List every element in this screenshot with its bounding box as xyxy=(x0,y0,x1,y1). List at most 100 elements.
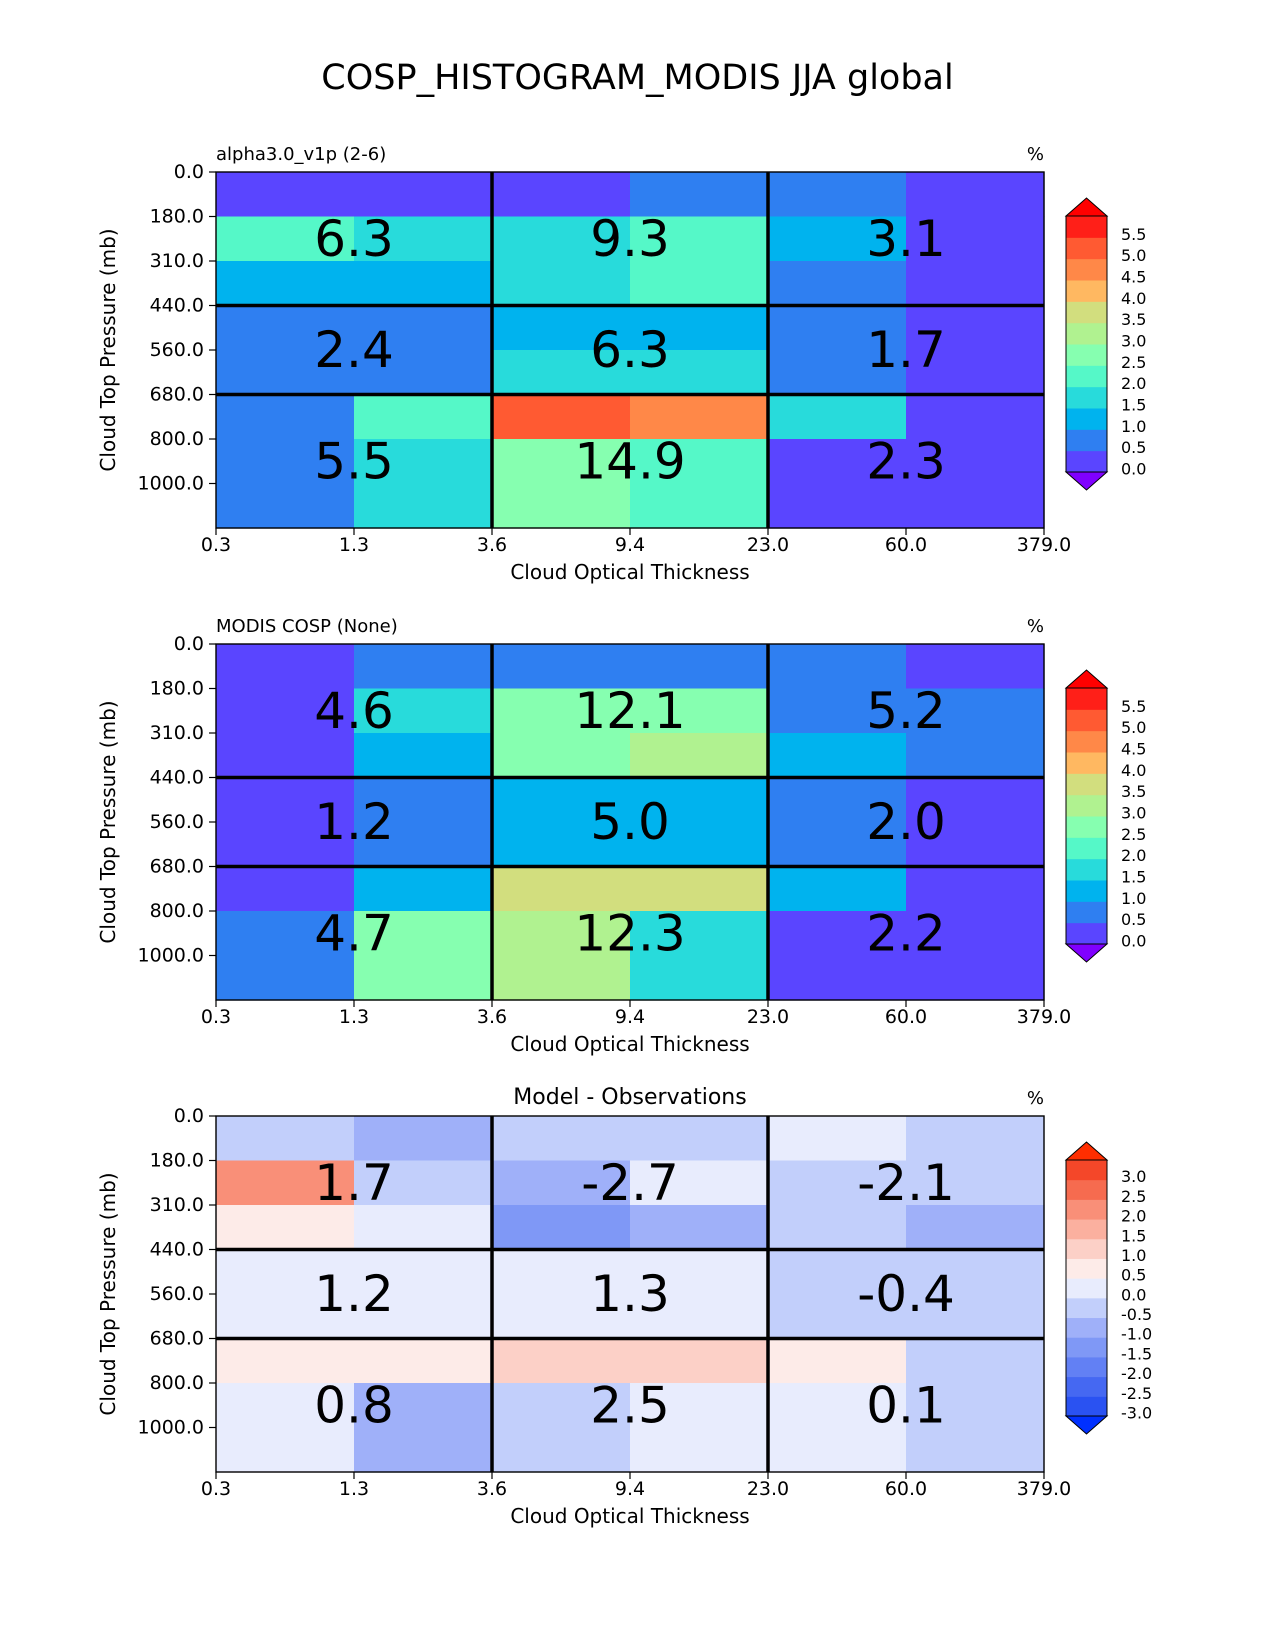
colorbar-segment xyxy=(1066,280,1107,302)
heatmap-cell xyxy=(492,688,631,734)
x-tick-label: 0.3 xyxy=(201,1478,231,1500)
colorbar-segment xyxy=(1066,1199,1107,1220)
block-total-label: 1.7 xyxy=(866,321,946,379)
heatmap-cell xyxy=(906,866,1045,912)
y-tick-label: 440.0 xyxy=(150,1239,204,1261)
colorbar-segment xyxy=(1066,1160,1107,1181)
heatmap-cell xyxy=(354,1116,493,1162)
heatmap-cell xyxy=(492,866,631,912)
block-total-label: 1.7 xyxy=(314,1154,394,1212)
heatmap-cell xyxy=(216,1294,355,1340)
y-tick-label: 180.0 xyxy=(150,206,204,228)
colorbar-tick-label: -1.0 xyxy=(1121,1325,1152,1344)
colorbar-tick-label: 1.0 xyxy=(1121,1246,1146,1265)
block-total-label: 12.3 xyxy=(574,904,685,962)
heatmap-cell xyxy=(492,216,631,262)
panel-title: Model - Observations xyxy=(513,1085,746,1110)
x-tick-label: 379.0 xyxy=(1017,1006,1071,1028)
x-axis-label: Cloud Optical Thickness xyxy=(510,1032,749,1056)
heatmap-cell xyxy=(906,1383,1045,1473)
x-tick-label: 379.0 xyxy=(1017,1478,1071,1500)
heatmap-cell xyxy=(768,1294,907,1340)
heatmap-cell xyxy=(354,1205,493,1251)
heatmap-cell xyxy=(906,911,1045,1001)
colorbar-segment xyxy=(1066,730,1107,753)
colorbar-tick-label: 2.0 xyxy=(1121,1207,1146,1226)
heatmap-cell xyxy=(216,777,355,823)
x-tick-label: 3.6 xyxy=(477,1006,507,1028)
colorbar-tick-label: 4.5 xyxy=(1121,740,1146,759)
y-tick-label: 1000.0 xyxy=(138,1417,204,1439)
y-axis-label: Cloud Top Pressure (mb) xyxy=(96,1172,120,1415)
heatmap-cell xyxy=(216,733,355,779)
heatmap-cell xyxy=(630,1383,769,1473)
colorbar-tick-label: 3.5 xyxy=(1121,310,1146,329)
colorbar-segment xyxy=(1066,709,1107,732)
colorbar-segment xyxy=(1066,1297,1107,1319)
heatmap-cell xyxy=(630,688,769,734)
block-total-label: 4.7 xyxy=(314,904,394,962)
heatmap-cell xyxy=(768,439,907,529)
block-total-label: 1.2 xyxy=(314,793,394,851)
y-tick-label: 680.0 xyxy=(150,856,204,878)
block-total-label: 2.3 xyxy=(866,432,946,490)
y-tick-label: 560.0 xyxy=(150,811,204,833)
heatmap-cell xyxy=(492,394,631,440)
units-label: % xyxy=(1027,144,1044,165)
y-tick-label: 0.0 xyxy=(174,161,204,183)
colorbar-tick-label: 0.5 xyxy=(1121,1266,1146,1285)
heatmap-cell xyxy=(768,733,907,779)
heatmap-cell xyxy=(630,644,769,690)
colorbar-segment xyxy=(1066,773,1107,796)
x-tick-label: 23.0 xyxy=(747,534,789,556)
colorbar-segment xyxy=(1066,922,1107,945)
block-total-label: 5.2 xyxy=(866,682,946,740)
heatmap-cell xyxy=(906,394,1045,440)
colorbar-tick-label: 1.0 xyxy=(1121,417,1146,436)
colorbar-segment xyxy=(1066,837,1107,860)
colorbar-segment xyxy=(1066,752,1107,774)
y-tick-label: 180.0 xyxy=(150,1150,204,1172)
heatmap-cell xyxy=(906,350,1045,396)
colorbar-over-extend xyxy=(1064,669,1109,689)
heatmap-cell xyxy=(906,1116,1045,1162)
heatmap-cell xyxy=(216,1116,355,1162)
colorbar-segment xyxy=(1066,344,1107,366)
colorbar-tick-label: 0.5 xyxy=(1121,910,1146,929)
heatmap-cell xyxy=(630,777,769,823)
heatmap-cell xyxy=(354,777,493,823)
heatmap-cell xyxy=(216,394,355,440)
heatmap-cell xyxy=(906,261,1045,307)
heatmap-cell xyxy=(768,216,907,262)
y-tick-label: 560.0 xyxy=(150,339,204,361)
colorbar-segment xyxy=(1066,1337,1107,1358)
block-total-label: 2.2 xyxy=(866,904,946,962)
y-tick-label: 0.0 xyxy=(174,1105,204,1127)
y-tick-label: 800.0 xyxy=(150,900,204,922)
heatmap-cell xyxy=(906,305,1045,351)
heatmap-cell xyxy=(630,216,769,262)
y-tick-label: 800.0 xyxy=(150,428,204,450)
x-tick-label: 9.4 xyxy=(615,1478,645,1500)
heatmap-cell xyxy=(906,1294,1045,1340)
x-tick-label: 0.3 xyxy=(201,534,231,556)
colorbar-segment xyxy=(1066,408,1107,430)
units-label: % xyxy=(1027,616,1044,637)
y-tick-label: 310.0 xyxy=(150,722,204,744)
colorbar-over-extend xyxy=(1064,1141,1109,1161)
y-tick-label: 800.0 xyxy=(150,1372,204,1394)
y-tick-label: 310.0 xyxy=(150,250,204,272)
colorbar-segment xyxy=(1066,216,1107,238)
x-axis-label: Cloud Optical Thickness xyxy=(510,560,749,584)
figure-title: COSP_HISTOGRAM_MODIS JJA global xyxy=(321,58,954,98)
colorbar-tick-label: -2.0 xyxy=(1121,1364,1152,1383)
heatmap-cell xyxy=(768,394,907,440)
x-tick-label: 1.3 xyxy=(339,1478,369,1500)
block-total-label: 9.3 xyxy=(590,210,670,268)
colorbar-segment xyxy=(1066,237,1107,260)
colorbar-segment xyxy=(1066,322,1107,345)
colorbar-tick-label: 4.0 xyxy=(1121,761,1146,780)
colorbar-tick-label: 2.0 xyxy=(1121,374,1146,393)
colorbar-tick-label: 0.0 xyxy=(1121,460,1146,479)
